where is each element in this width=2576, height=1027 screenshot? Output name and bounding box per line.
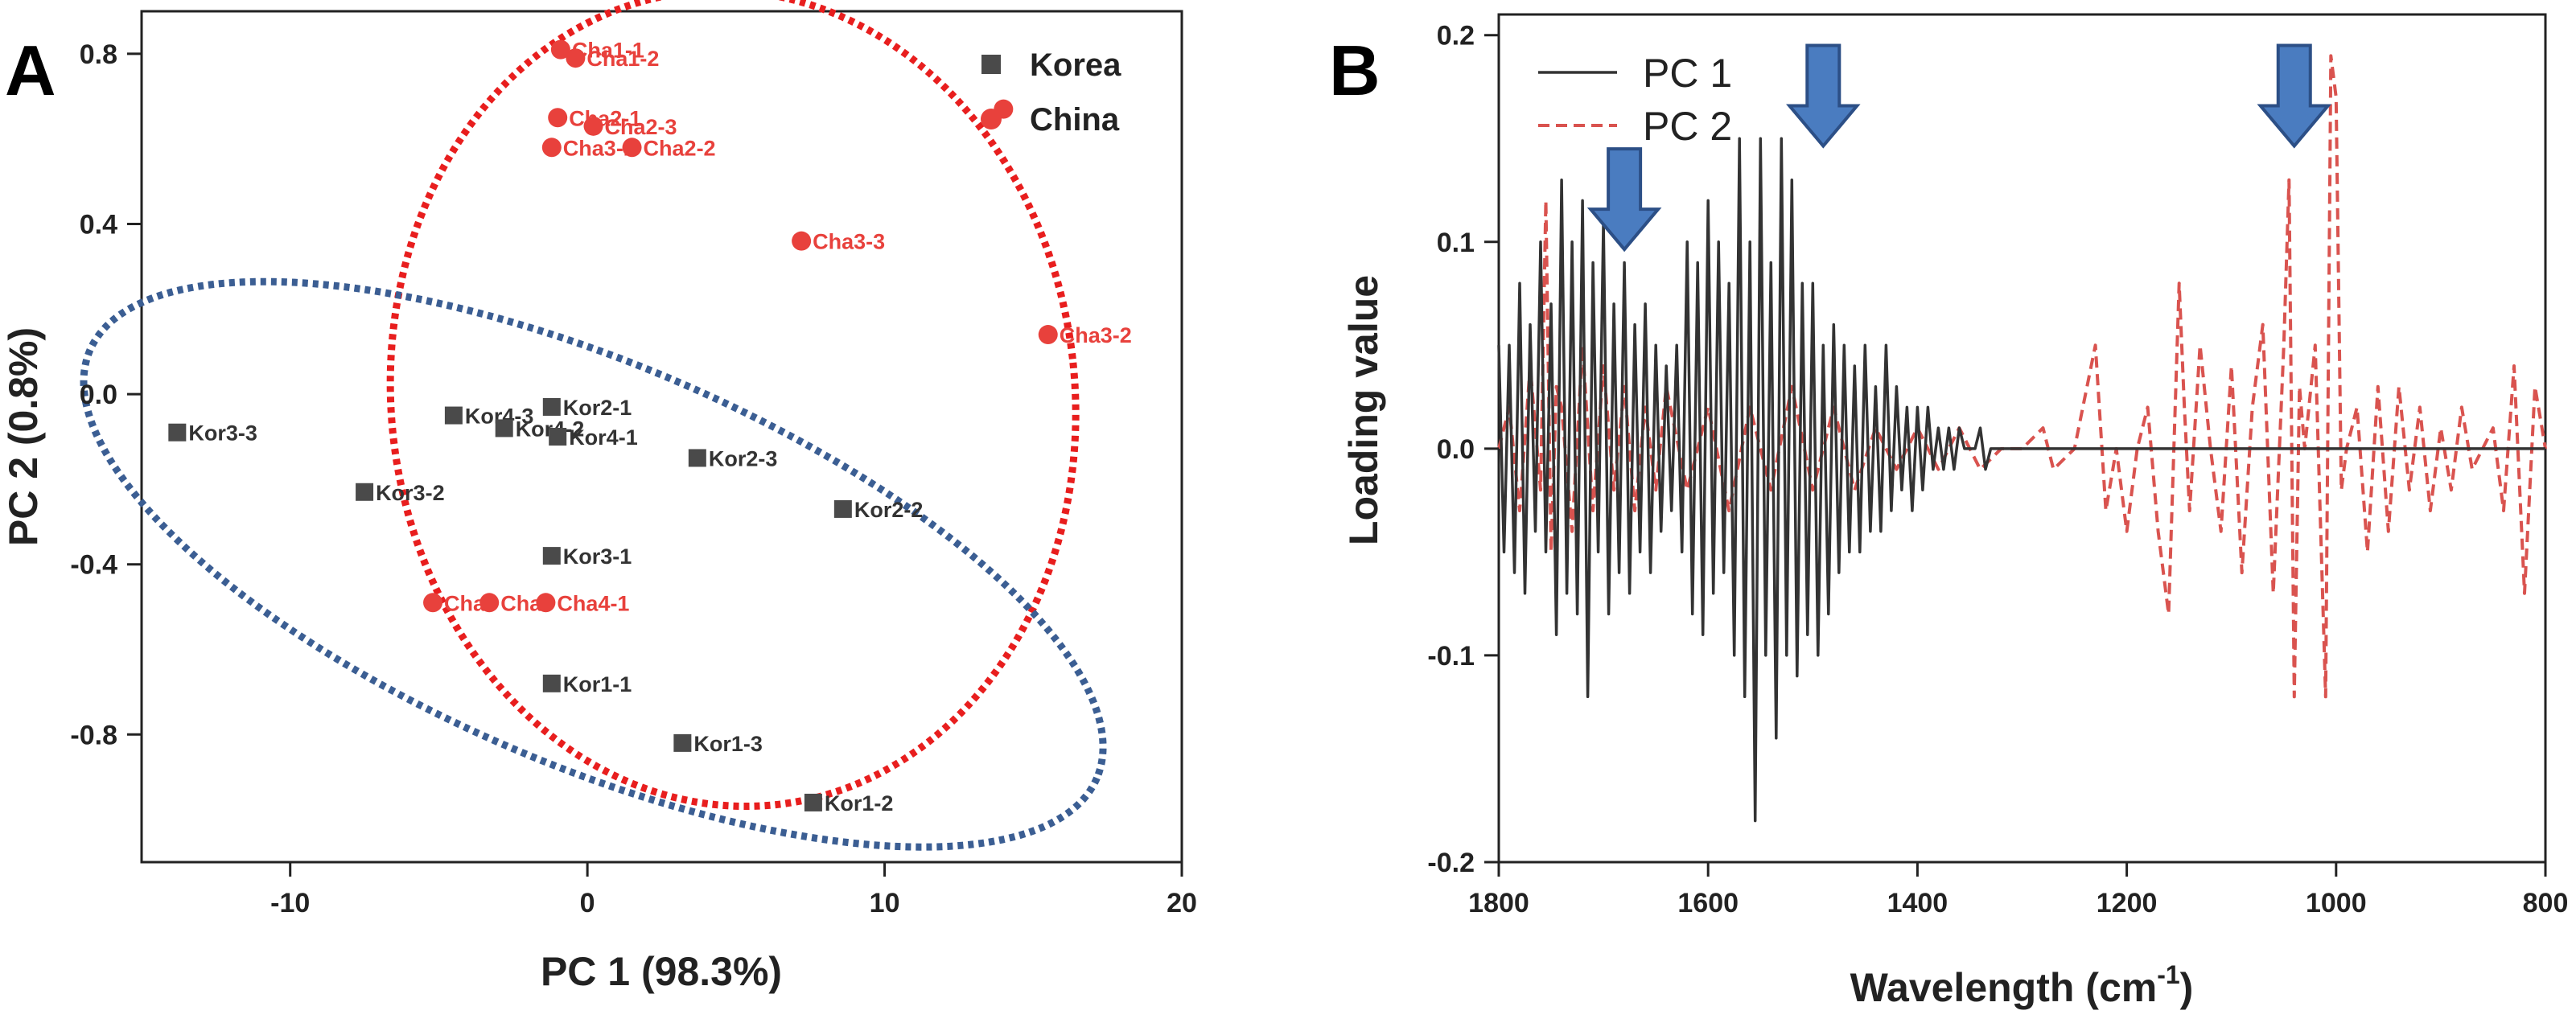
point-label: Kor2-1: [563, 396, 632, 420]
china-point: [566, 48, 586, 68]
panel-b-x-axis-title-sup: -1: [2157, 960, 2179, 989]
panel-b-x-axis-title-main: Wavelength (cm: [1850, 965, 2158, 1010]
y-tick-label: 0.0: [1437, 434, 1475, 465]
panel-a-letter: A: [5, 31, 56, 110]
panel-a-legend: Korea China: [981, 47, 1121, 138]
legend-pc1-label: PC 1: [1643, 51, 1732, 96]
x-tick-label: 1400: [1887, 888, 1948, 918]
pc1-line: [1497, 137, 2545, 823]
y-tick-label: 0.1: [1437, 228, 1475, 258]
point-label: Cha: [444, 591, 486, 615]
point-label: Kor1-3: [693, 732, 763, 756]
panel-b-letter: B: [1329, 31, 1381, 110]
x-tick-label: 800: [2523, 888, 2569, 918]
pc2-line: [1497, 54, 2547, 699]
point-label: Kor1-2: [825, 791, 894, 815]
y-tick-label: 0.8: [80, 39, 117, 70]
korea-point: [168, 423, 187, 442]
panel-a-plot-frame: [140, 10, 1183, 864]
point-label: Kor1-1: [563, 672, 632, 696]
china-point: [792, 231, 812, 251]
china-point: [479, 593, 500, 613]
point-label: Cha: [500, 591, 542, 615]
point-label: Cha4-1: [557, 591, 629, 615]
point-label: Kor4-1: [569, 425, 638, 450]
china-point: [550, 39, 570, 60]
legend-china-marker: [981, 109, 1002, 129]
legend-korea-label: Korea: [1030, 47, 1121, 83]
panel-a-data-points: Kor3-3Kor3-2Kor4-3Kor4-2Kor2-1Kor4-1Kor2…: [168, 39, 1132, 815]
point-label: Cha2-1: [569, 106, 641, 130]
x-tick-label: 10: [870, 888, 900, 918]
china-group-ellipse: [386, 0, 1080, 811]
x-tick-label: -10: [270, 888, 310, 918]
panel-b-legend: PC 1 PC 2: [1538, 51, 1732, 149]
korea-point: [542, 674, 561, 692]
down-arrow-annotation: [2257, 43, 2332, 149]
y-tick-label: 0.0: [80, 380, 117, 410]
korea-point: [804, 793, 822, 811]
panel-b-y-axis-title: Loading value: [1341, 275, 1386, 545]
x-tick-label: 1600: [1677, 888, 1739, 918]
panel-b-loading-plot: B 1800 1600 1400 1200 1000 800 -0.2 -0.1 0.0 0.1 0…: [1329, 13, 2568, 1010]
korea-point: [833, 499, 852, 518]
panel-b-x-axis-title: Wavelength (cm-1): [1850, 960, 2194, 1010]
point-label: Cha2-2: [644, 136, 716, 160]
x-tick-label: 1800: [1468, 888, 1529, 918]
china-point: [548, 108, 568, 128]
x-tick-label: 1200: [2097, 888, 2158, 918]
korea-point: [542, 547, 561, 565]
korea-point: [444, 406, 463, 425]
legend-korea-marker: [981, 55, 1001, 74]
point-label: Cha3-3: [813, 230, 885, 254]
china-point: [1038, 325, 1058, 345]
korea-group-ellipse: [80, 277, 1107, 851]
panel-b-arrow-annotations: [1586, 43, 2332, 253]
panel-a-axis-ticks: -10 0 10 20 -0.8 -0.4 0.0 0.4 0.8: [70, 39, 1197, 918]
y-tick-label: -0.4: [70, 550, 117, 581]
point-label: Cha1-2: [586, 47, 659, 71]
panel-a-scatter-plot: A -10 0 10 20 -0.8 -0.4 0.0 0.4 0.8 Kor3-3 Kor3-2…: [1, 0, 1197, 994]
x-tick-label: 20: [1167, 888, 1197, 918]
x-tick-label: 0: [580, 888, 595, 918]
korea-point: [356, 483, 374, 501]
panel-a-x-axis-title: PC 1 (98.3%): [541, 949, 782, 994]
point-label: Kor2-2: [854, 498, 924, 522]
panel-b-series-lines: [1497, 54, 2547, 823]
legend-china-label: China: [1030, 102, 1120, 138]
y-tick-label: 0.4: [80, 210, 117, 240]
point-label: Cha3-2: [1060, 323, 1132, 347]
point-label: Kor3-1: [563, 544, 632, 569]
korea-point: [495, 419, 513, 438]
china-point: [541, 138, 562, 158]
x-tick-label: 1000: [2306, 888, 2367, 918]
korea-point: [549, 428, 567, 446]
china-point: [423, 593, 443, 613]
legend-pc2-label: PC 2: [1643, 104, 1732, 149]
down-arrow-annotation: [1786, 43, 1861, 149]
panel-b-plot-frame: [1497, 13, 2547, 864]
point-label: Kor3-2: [376, 481, 445, 505]
korea-point: [542, 397, 561, 416]
point-label: Cha2-3: [605, 115, 677, 139]
panel-a-group-ellipses: [80, 0, 1107, 851]
y-tick-label: -0.2: [1427, 848, 1475, 878]
china-point: [583, 116, 603, 136]
china-point: [536, 593, 556, 613]
panel-b-x-axis-title-close: ): [2180, 965, 2194, 1010]
china-point: [622, 138, 642, 158]
y-tick-label: -0.1: [1427, 641, 1475, 672]
y-tick-label: -0.8: [70, 720, 117, 750]
korea-point: [688, 449, 706, 467]
panel-a-y-axis-title: PC 2 (0.8%): [1, 327, 46, 546]
point-label: Kor3-3: [188, 421, 257, 446]
y-tick-label: 0.2: [1437, 21, 1475, 51]
down-arrow-annotation: [1586, 147, 1662, 253]
korea-point: [673, 733, 692, 752]
panel-b-axis-ticks: 1800 1600 1400 1200 1000 800 -0.2 -0.1 0.0 0.1 0.2: [1427, 21, 2568, 918]
point-label: Kor2-3: [709, 446, 778, 470]
